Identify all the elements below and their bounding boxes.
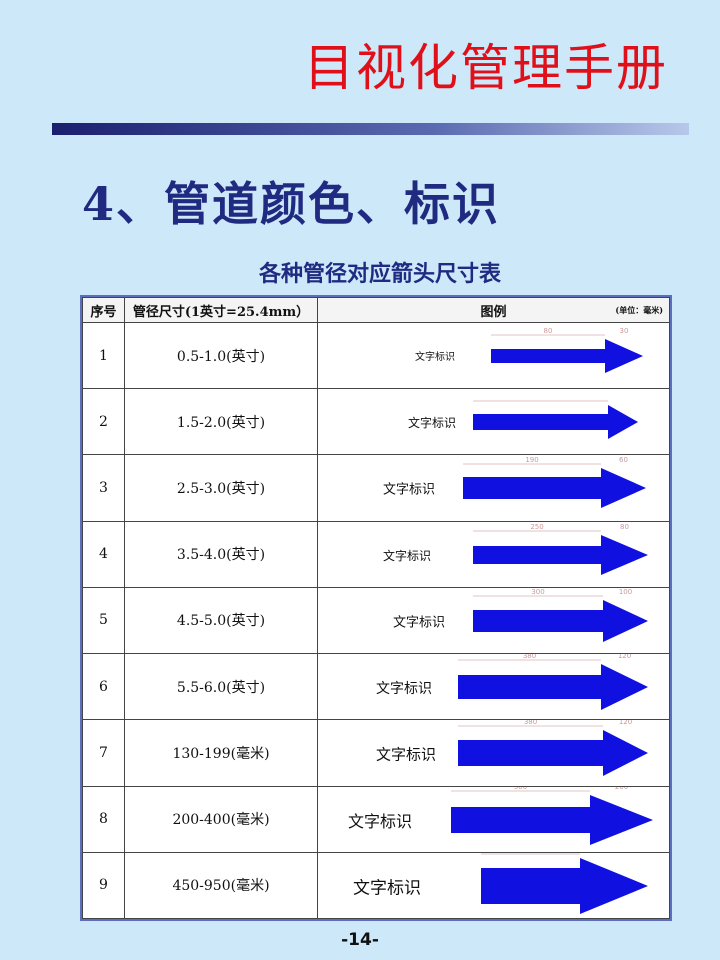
blue-arrow-icon: [458, 664, 648, 711]
table-row: 5 4.5-5.0(英寸) 文字标识 300 100: [82, 586, 670, 655]
table-header-row: 序号 管径尺寸(1英寸=25.4mm） 图例 (单位：毫米): [82, 297, 670, 323]
length-dimension: 300: [531, 588, 544, 596]
blue-arrow-icon: [473, 599, 648, 642]
arrow-legend: 文字标识: [317, 388, 670, 456]
row-number: 2: [82, 388, 125, 456]
length-dimension: 380: [523, 654, 536, 660]
length-dimension: 380: [524, 720, 537, 726]
title-divider-bar: [52, 123, 689, 135]
head-dimension: 200: [615, 787, 628, 791]
arrow-legend: 文字标识 500 200: [317, 785, 670, 853]
head-dimension: 30: [620, 327, 629, 335]
arrow-text-label: 文字标识: [383, 483, 435, 498]
head-dimension: 80: [620, 523, 629, 531]
col-header-legend: 图例 (单位：毫米): [317, 297, 670, 323]
manual-title: 目视化管理手册: [304, 39, 668, 97]
arrow-text-label: 文字标识: [376, 681, 432, 697]
row-number: 7: [82, 719, 125, 787]
col-header-size: 管径尺寸(1英寸=25.4mm）: [124, 297, 318, 323]
pipe-size: 200-400(毫米): [124, 785, 318, 853]
row-number: 3: [82, 454, 125, 522]
pipe-size: 3.5-4.0(英寸): [124, 520, 318, 588]
arrow-size-table: 序号 管径尺寸(1英寸=25.4mm） 图例 (单位：毫米) 1 0.5-1.0…: [80, 295, 672, 921]
row-number: 9: [82, 851, 125, 920]
pipe-size: 130-199(毫米): [124, 719, 318, 787]
arrow-diagram: 文字标识 380 120: [376, 720, 648, 777]
arrow-legend: 文字标识 380 120: [317, 653, 670, 721]
pipe-size: 450-950(毫米): [124, 851, 318, 920]
arrow-text-label: 文字标识: [383, 548, 431, 563]
blue-arrow-icon: [463, 468, 646, 509]
head-dimension: 100: [619, 588, 632, 596]
blue-arrow-icon: [451, 794, 653, 845]
length-dimension: 250: [530, 523, 543, 531]
arrow-text-label: 文字标识: [415, 350, 455, 363]
arrow-diagram: 文字标识: [408, 400, 638, 440]
head-dimension: 120: [619, 720, 632, 726]
length-dimension: 80: [544, 327, 553, 335]
row-number: 6: [82, 653, 125, 721]
table-row: 3 2.5-3.0(英寸) 文字标识 190 60: [82, 454, 670, 522]
table-row: 4 3.5-4.0(英寸) 文字标识 250 80: [82, 520, 670, 588]
row-number: 4: [82, 520, 125, 588]
arrow-text-label: 文字标识: [348, 812, 412, 831]
arrow-diagram: 文字标识 500 200: [348, 787, 653, 845]
head-dimension: 60: [619, 456, 628, 464]
arrow-legend: 文字标识 680: [317, 851, 670, 920]
arrow-legend: 文字标识 80 30: [317, 321, 670, 390]
arrow-diagram: 文字标识 190 60: [383, 456, 646, 509]
blue-arrow-icon: [473, 405, 638, 440]
arrow-text-label: 文字标识: [393, 615, 445, 630]
pipe-size: 4.5-5.0(英寸): [124, 586, 318, 655]
arrow-text-label: 文字标识: [353, 878, 421, 898]
table-row: 2 1.5-2.0(英寸) 文字标识: [82, 388, 670, 456]
row-number: 5: [82, 586, 125, 655]
table-title: 各种管径对应箭头尺寸表: [258, 262, 501, 287]
arrow-diagram: 文字标识 380 120: [376, 654, 648, 711]
head-dimension: 120: [618, 654, 631, 660]
col-header-legend-label: 图例: [480, 304, 507, 320]
blue-arrow-icon: [458, 730, 648, 777]
table-row: 7 130-199(毫米) 文字标识 380 120: [82, 719, 670, 787]
length-dimension: 680: [524, 853, 537, 854]
section-heading: 4、管道颜色、标识: [82, 177, 501, 231]
arrow-diagram: 文字标识 680: [353, 853, 648, 914]
arrow-text-label: 文字标识: [408, 415, 456, 430]
blue-arrow-icon: [491, 339, 643, 373]
pipe-size: 1.5-2.0(英寸): [124, 388, 318, 456]
blue-arrow-icon: [473, 534, 648, 575]
arrow-legend: 文字标识 300 100: [317, 586, 670, 655]
table-row: 1 0.5-1.0(英寸) 文字标识 80 30: [82, 321, 670, 390]
pipe-size: 0.5-1.0(英寸): [124, 321, 318, 390]
table-row: 8 200-400(毫米) 文字标识 500 200: [82, 785, 670, 853]
pipe-size: 5.5-6.0(英寸): [124, 653, 318, 721]
table-row: 9 450-950(毫米) 文字标识 680: [82, 851, 670, 920]
page-number: -14-: [341, 930, 379, 950]
row-number: 8: [82, 785, 125, 853]
arrow-diagram: 文字标识 250 80: [383, 523, 648, 575]
unit-note: (单位：毫米): [615, 305, 663, 315]
arrow-text-label: 文字标识: [376, 746, 436, 764]
pipe-size: 2.5-3.0(英寸): [124, 454, 318, 522]
arrow-diagram: 文字标识 300 100: [393, 588, 648, 642]
arrow-legend: 文字标识 190 60: [317, 454, 670, 522]
arrow-legend: 文字标识 250 80: [317, 520, 670, 588]
table-row: 6 5.5-6.0(英寸) 文字标识 380 120: [82, 653, 670, 721]
arrow-diagram: 文字标识 80 30: [415, 327, 643, 373]
length-dimension: 190: [525, 456, 538, 464]
blue-arrow-icon: [481, 857, 648, 914]
arrow-legend: 文字标识 380 120: [317, 719, 670, 787]
col-header-no: 序号: [82, 297, 125, 323]
row-number: 1: [82, 321, 125, 390]
length-dimension: 500: [514, 787, 527, 791]
